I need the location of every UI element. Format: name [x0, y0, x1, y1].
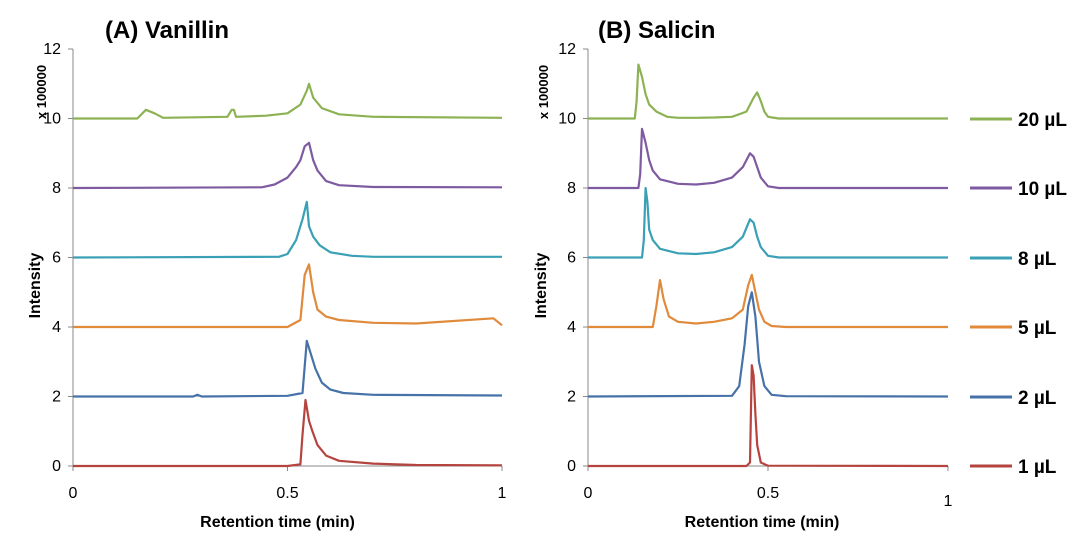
y-scale-label: x 100000 — [536, 65, 551, 119]
x-axis-label: Retention time (min) — [200, 514, 355, 531]
legend-label: 2 µL — [1018, 388, 1057, 409]
x-tick-label: 0.5 — [757, 485, 779, 502]
legend: 20 µL 10 µL 8 µL 5 µL 2 µL 1 µL — [970, 110, 1067, 478]
y-scale-label: x 100000 — [34, 65, 49, 119]
y-axis-label: Intensity — [533, 253, 550, 319]
y-tick-label: 12 — [558, 41, 576, 58]
y-tick-label: 0 — [567, 458, 576, 475]
legend-label: 1 µL — [1018, 457, 1057, 478]
legend-label: 5 µL — [1018, 318, 1057, 339]
y-tick-label: 10 — [43, 111, 61, 128]
legend-label: 8 µL — [1018, 249, 1057, 270]
series-line-1-l — [73, 398, 503, 468]
legend-label: 20 µL — [1018, 110, 1067, 131]
series-line-20-l — [588, 63, 948, 120]
y-tick-label: 0 — [52, 458, 61, 475]
series-line-20-l — [73, 82, 503, 120]
legend-item: 1 µL — [970, 457, 1057, 478]
series-line-5-l — [73, 263, 503, 329]
x-tick-label: 0.5 — [276, 485, 298, 502]
legend-label: 10 µL — [1018, 179, 1067, 200]
panel-vanillin: (A) Vanillin 0 2 4 6 8 10 12 0 0.5 1 Retention time… — [27, 17, 507, 531]
y-tick-label: 10 — [558, 111, 576, 128]
y-tick-label: 12 — [43, 41, 61, 58]
series-line-8-l — [72, 200, 502, 259]
series-line-10-l — [72, 141, 503, 190]
series-line-1-l — [588, 364, 949, 468]
panel-title: (B) Salicin — [598, 17, 715, 44]
y-tick-label: 2 — [52, 389, 61, 406]
x-tick-label: 1 — [498, 485, 507, 502]
legend-item: 20 µL — [970, 110, 1067, 131]
y-tick-label: 8 — [567, 180, 576, 197]
panel-title: (A) Vanillin — [105, 17, 229, 44]
series-line-2-l — [587, 291, 949, 398]
x-tick-label: 0 — [69, 485, 78, 502]
legend-item: 2 µL — [970, 388, 1057, 409]
series-line-5-l — [588, 273, 948, 329]
y-axis-label: Intensity — [27, 253, 44, 319]
series-line-2-l — [73, 339, 503, 398]
x-tick-label: 0 — [584, 485, 593, 502]
x-axis-label: Retention time (min) — [685, 514, 840, 531]
y-tick-label: 4 — [567, 319, 576, 336]
y-tick-label: 4 — [52, 319, 61, 336]
panel-salicin: (B) Salicin 0 2 4 6 8 10 12 0 0.5 1 Retention time … — [533, 17, 953, 531]
x-tick-label: 1 — [944, 493, 953, 510]
y-tick-label: 6 — [52, 250, 61, 267]
y-tick-label: 8 — [52, 180, 61, 197]
y-tick-label: 2 — [567, 389, 576, 406]
legend-item: 5 µL — [970, 318, 1057, 339]
legend-item: 8 µL — [970, 249, 1057, 270]
legend-item: 10 µL — [970, 179, 1067, 200]
series-line-10-l — [588, 127, 948, 190]
y-tick-label: 6 — [567, 250, 576, 267]
series-line-8-l — [588, 186, 948, 259]
